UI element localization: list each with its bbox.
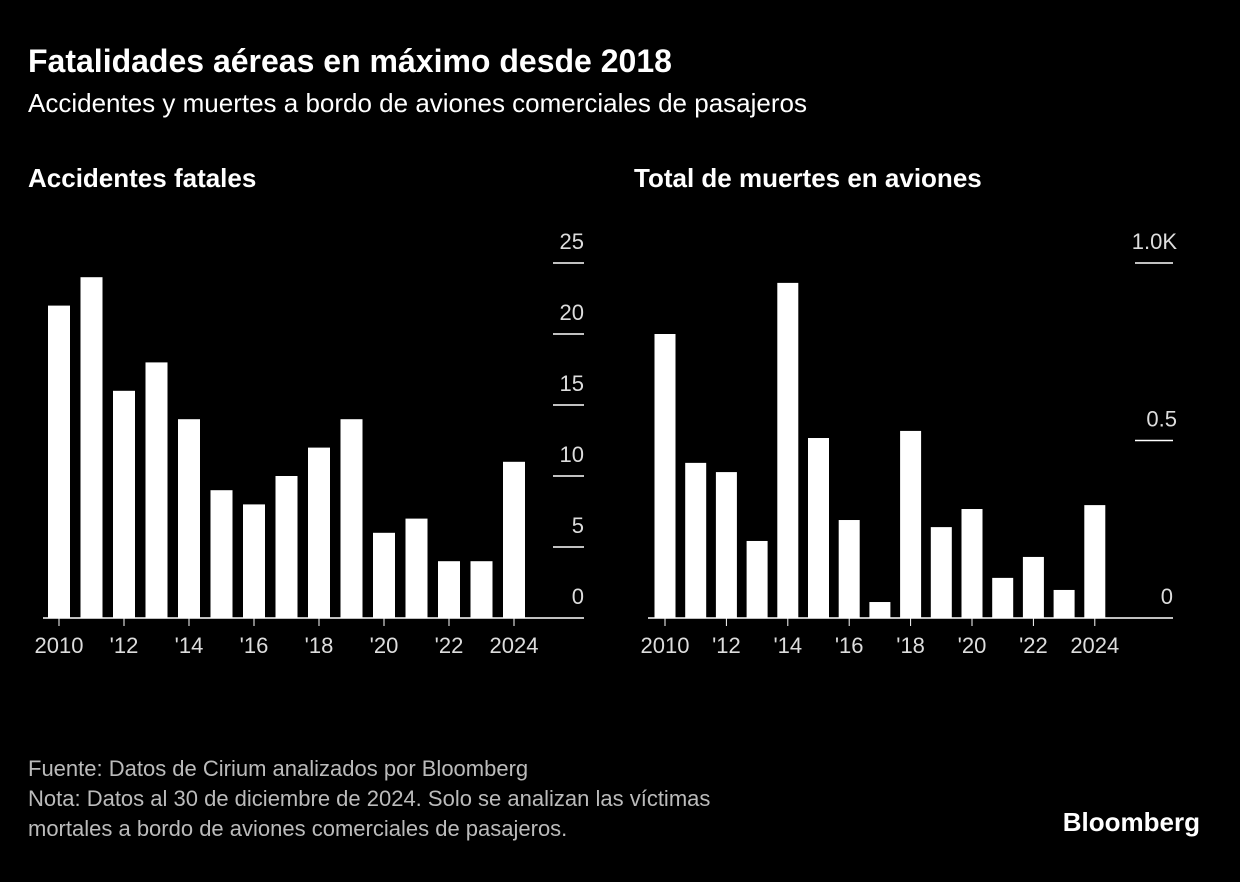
bar (930, 527, 952, 618)
panel-title: Accidentes fatales (28, 163, 256, 193)
bar (838, 520, 860, 618)
bar (470, 561, 493, 618)
x-tick-label: '20 (958, 633, 987, 658)
x-tick-label: 2010 (35, 633, 84, 658)
x-tick-label: '20 (370, 633, 399, 658)
bar (746, 540, 768, 618)
y-tick-label: 0 (1161, 584, 1173, 609)
bar (210, 490, 233, 618)
logo: Bloomberg (1063, 807, 1200, 837)
bar (48, 305, 70, 618)
bar (900, 430, 922, 618)
y-tick-label: 20 (560, 300, 584, 325)
bar (80, 277, 103, 618)
bar (275, 476, 298, 618)
subtitle: Accidentes y muertes a bordo de aviones … (28, 88, 807, 118)
y-tick-label: 1.0K (1132, 229, 1178, 254)
x-tick-label: '12 (712, 633, 741, 658)
bar (715, 472, 737, 618)
y-tick-label: 0 (572, 584, 584, 609)
x-tick-label: '14 (773, 633, 802, 658)
x-tick-label: '18 (896, 633, 925, 658)
panel-title: Total de muertes en aviones (634, 163, 982, 193)
bar (685, 462, 707, 618)
bar (405, 518, 428, 618)
title: Fatalidades aéreas en máximo desde 2018 (28, 43, 672, 79)
note: Nota: Datos al 30 de diciembre de 2024. … (28, 786, 710, 811)
bar (438, 561, 460, 618)
x-tick-label: '22 (435, 633, 464, 658)
bar (808, 438, 829, 618)
bar (243, 504, 265, 618)
bar (992, 577, 1014, 618)
bar (1053, 589, 1075, 618)
bar (1022, 556, 1044, 618)
x-tick-label: '18 (305, 633, 334, 658)
bar (777, 282, 799, 618)
x-tick-label: '14 (175, 633, 204, 658)
x-tick-label: '22 (1019, 633, 1048, 658)
bar (654, 334, 676, 618)
bar (308, 447, 330, 618)
source: Fuente: Datos de Cirium analizados por B… (28, 756, 528, 781)
bar (340, 419, 363, 618)
y-tick-label: 15 (560, 371, 584, 396)
y-tick-label: 25 (560, 229, 584, 254)
bar (373, 532, 395, 618)
bar (503, 461, 525, 618)
bar (961, 509, 983, 618)
x-tick-label: '12 (110, 633, 139, 658)
bar (178, 419, 200, 618)
y-tick-label: 10 (560, 442, 584, 467)
x-tick-label: '16 (240, 633, 269, 658)
x-tick-label: '16 (835, 633, 864, 658)
note: mortales a bordo de aviones comerciales … (28, 816, 567, 841)
y-tick-label: 5 (572, 513, 584, 538)
bar (869, 602, 891, 618)
y-tick-label: 0.5 (1146, 407, 1177, 432)
bar (1084, 505, 1106, 618)
x-tick-label: 2024 (1070, 633, 1119, 658)
x-tick-label: 2010 (641, 633, 690, 658)
x-tick-label: 2024 (490, 633, 539, 658)
bar (113, 390, 135, 618)
bar (145, 362, 168, 618)
